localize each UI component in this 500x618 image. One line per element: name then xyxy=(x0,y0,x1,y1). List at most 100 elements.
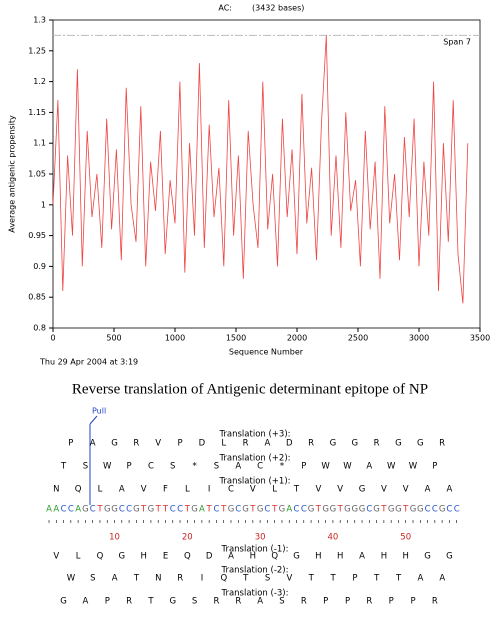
amino-acid: A xyxy=(112,574,118,584)
amino-acid: V xyxy=(286,574,292,584)
x-tick-label: 1500 xyxy=(226,334,246,343)
base: G xyxy=(133,505,140,515)
amino-acid: R xyxy=(432,597,438,607)
amino-acid: A xyxy=(235,462,241,472)
amino-acid: A xyxy=(264,439,270,449)
amino-acid: T xyxy=(60,462,67,472)
amino-acid: P xyxy=(323,597,328,607)
base: C xyxy=(68,505,74,515)
amino-acid: V xyxy=(141,485,147,495)
amino-acid: V xyxy=(315,485,321,495)
amino-acid: Q xyxy=(97,552,104,562)
marker-line xyxy=(89,415,98,425)
x-tick-label: 3000 xyxy=(409,334,429,343)
amino-acid: R xyxy=(177,574,183,584)
frame-label: Translation (-3): xyxy=(221,589,289,599)
amino-acid: S xyxy=(192,597,197,607)
chart-subtitle: (3432 bases) xyxy=(252,4,304,13)
amino-acid: W xyxy=(67,574,76,584)
base: G xyxy=(257,505,264,515)
amino-acid: T xyxy=(395,574,402,584)
base: C xyxy=(366,505,372,515)
base: G xyxy=(82,505,89,515)
y-tick-label: 1.25 xyxy=(28,46,46,55)
amino-acid: C xyxy=(228,485,234,495)
base: T xyxy=(140,505,147,515)
amino-acid: R xyxy=(235,597,241,607)
base: C xyxy=(235,505,241,515)
amino-acid: P xyxy=(301,462,306,472)
base: T xyxy=(206,505,213,515)
base: C xyxy=(301,505,307,515)
amino-acid: L xyxy=(221,439,226,449)
amino-acid: W xyxy=(103,462,112,472)
frame-label: Translation (-1): xyxy=(221,545,289,555)
x-tick-label: 0 xyxy=(50,334,55,343)
base: A xyxy=(75,505,81,515)
amino-acid: S xyxy=(214,462,219,472)
amino-acid: V xyxy=(155,439,161,449)
amino-acid: A xyxy=(418,574,424,584)
y-axis-label: Average antigenic propensity xyxy=(8,115,17,233)
x-tick-label: 2500 xyxy=(348,334,368,343)
amino-acid: Q xyxy=(184,552,191,562)
amino-acid: A xyxy=(119,485,125,495)
amino-acid: * xyxy=(280,462,284,472)
base: G xyxy=(279,505,286,515)
base: C xyxy=(126,505,132,515)
x-tick-label: 2000 xyxy=(287,334,307,343)
frame-label: Translation (+3): xyxy=(218,430,290,440)
x-tick-label: 1000 xyxy=(165,334,185,343)
amino-acid: S xyxy=(170,462,175,472)
base: T xyxy=(402,505,409,515)
amino-acid: A xyxy=(425,485,431,495)
frame-label: Translation (+2): xyxy=(218,454,290,464)
base: T xyxy=(337,505,344,515)
y-tick-label: 1.1 xyxy=(33,139,46,148)
base: G xyxy=(308,505,315,515)
base: T xyxy=(220,505,227,515)
amino-acid: V xyxy=(53,552,59,562)
amino-acid: V xyxy=(381,485,387,495)
x-tick-label: 3500 xyxy=(470,334,490,343)
amino-acid: L xyxy=(185,485,190,495)
y-tick-label: 0.85 xyxy=(28,293,46,302)
y-tick-label: 1 xyxy=(41,200,46,209)
amino-acid: T xyxy=(329,574,336,584)
amino-acid: S xyxy=(83,462,88,472)
amino-acid: G xyxy=(424,552,431,562)
amino-acid: P xyxy=(352,574,357,584)
base: A xyxy=(53,505,59,515)
amino-acid: I xyxy=(201,574,204,584)
amino-acid: R xyxy=(374,439,380,449)
amino-acid: G xyxy=(111,439,118,449)
base: C xyxy=(446,505,452,515)
ruler-label: 10 xyxy=(109,533,120,543)
base: C xyxy=(61,505,67,515)
base: G xyxy=(395,505,402,515)
base: C xyxy=(119,505,125,515)
amino-acid: S xyxy=(265,574,270,584)
amino-acid: L xyxy=(98,485,103,495)
amino-acid: * xyxy=(192,462,196,472)
amino-acid: N xyxy=(155,574,161,584)
base: G xyxy=(388,505,395,515)
base: G xyxy=(322,505,329,515)
amino-acid: Q xyxy=(75,485,82,495)
base: T xyxy=(184,505,191,515)
chart-title: AC: xyxy=(218,4,232,13)
ruler-label: 50 xyxy=(400,533,411,543)
amino-acid: P xyxy=(177,439,182,449)
base: C xyxy=(90,505,96,515)
amino-acid: R xyxy=(126,597,132,607)
base: T xyxy=(155,505,162,515)
amino-acid: R xyxy=(301,597,307,607)
amino-acid: S xyxy=(279,597,284,607)
base: T xyxy=(315,505,322,515)
amino-acid: T xyxy=(133,574,140,584)
amino-acid: R xyxy=(133,439,139,449)
marker-label: Pull xyxy=(92,407,106,416)
amino-acid: T xyxy=(242,574,249,584)
amino-acid: G xyxy=(417,439,424,449)
